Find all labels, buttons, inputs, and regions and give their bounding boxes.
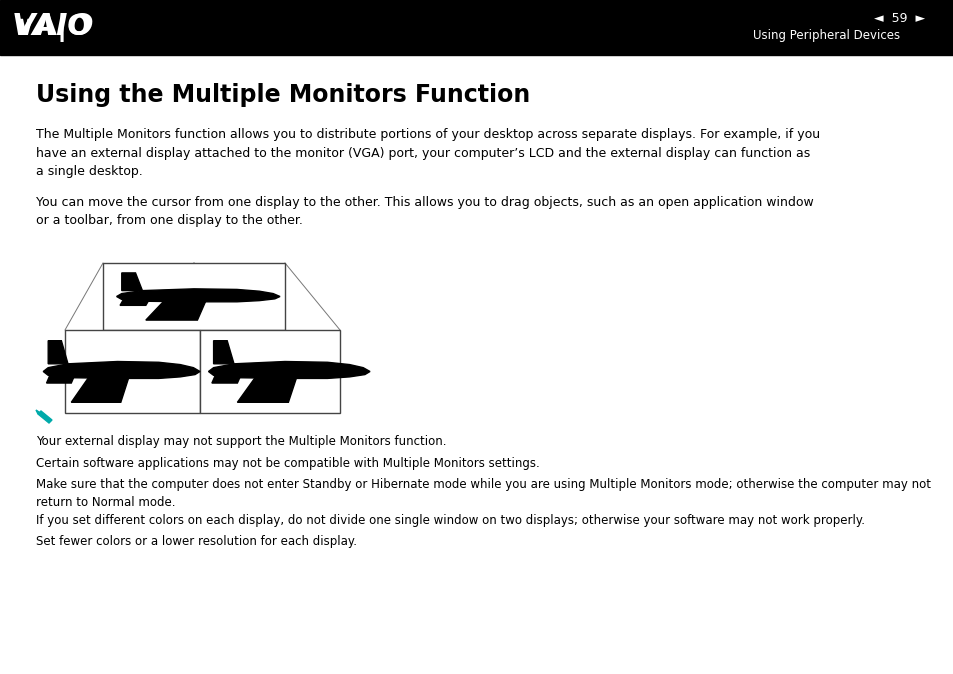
Polygon shape bbox=[209, 361, 370, 378]
Text: Make sure that the computer does not enter Standby or Hibernate mode while you a: Make sure that the computer does not ent… bbox=[36, 478, 930, 509]
Text: Your external display may not support the Multiple Monitors function.: Your external display may not support th… bbox=[36, 435, 446, 448]
Text: Set fewer colors or a lower resolution for each display.: Set fewer colors or a lower resolution f… bbox=[36, 536, 356, 549]
Polygon shape bbox=[49, 340, 68, 364]
Bar bbox=[103, 263, 285, 330]
Polygon shape bbox=[237, 371, 298, 402]
Text: VAIO: VAIO bbox=[12, 12, 94, 41]
Polygon shape bbox=[213, 340, 233, 364]
Polygon shape bbox=[43, 361, 200, 378]
Text: If you set different colors on each display, do not divide one single window on : If you set different colors on each disp… bbox=[36, 514, 864, 527]
Text: Using the Multiple Monitors Function: Using the Multiple Monitors Function bbox=[36, 83, 530, 107]
Text: You can move the cursor from one display to the other. This allows you to drag o: You can move the cursor from one display… bbox=[36, 196, 813, 228]
Polygon shape bbox=[120, 297, 151, 305]
Polygon shape bbox=[146, 297, 208, 320]
Polygon shape bbox=[122, 273, 142, 290]
Polygon shape bbox=[116, 289, 280, 302]
Text: ∨Λ|O: ∨Λ|O bbox=[14, 13, 91, 42]
Bar bbox=[0, 0, 953, 55]
Text: Certain software applications may not be compatible with Multiple Monitors setti: Certain software applications may not be… bbox=[36, 456, 539, 470]
Text: The Multiple Monitors function allows you to distribute portions of your desktop: The Multiple Monitors function allows yo… bbox=[36, 128, 820, 178]
Polygon shape bbox=[212, 371, 242, 383]
Polygon shape bbox=[38, 411, 52, 423]
Polygon shape bbox=[47, 371, 76, 383]
Bar bbox=[200, 330, 339, 413]
Polygon shape bbox=[71, 371, 131, 402]
Bar bbox=[65, 330, 200, 413]
Text: ◄  59  ►: ◄ 59 ► bbox=[874, 11, 924, 24]
Polygon shape bbox=[36, 410, 39, 414]
Text: Using Peripheral Devices: Using Peripheral Devices bbox=[752, 30, 899, 42]
